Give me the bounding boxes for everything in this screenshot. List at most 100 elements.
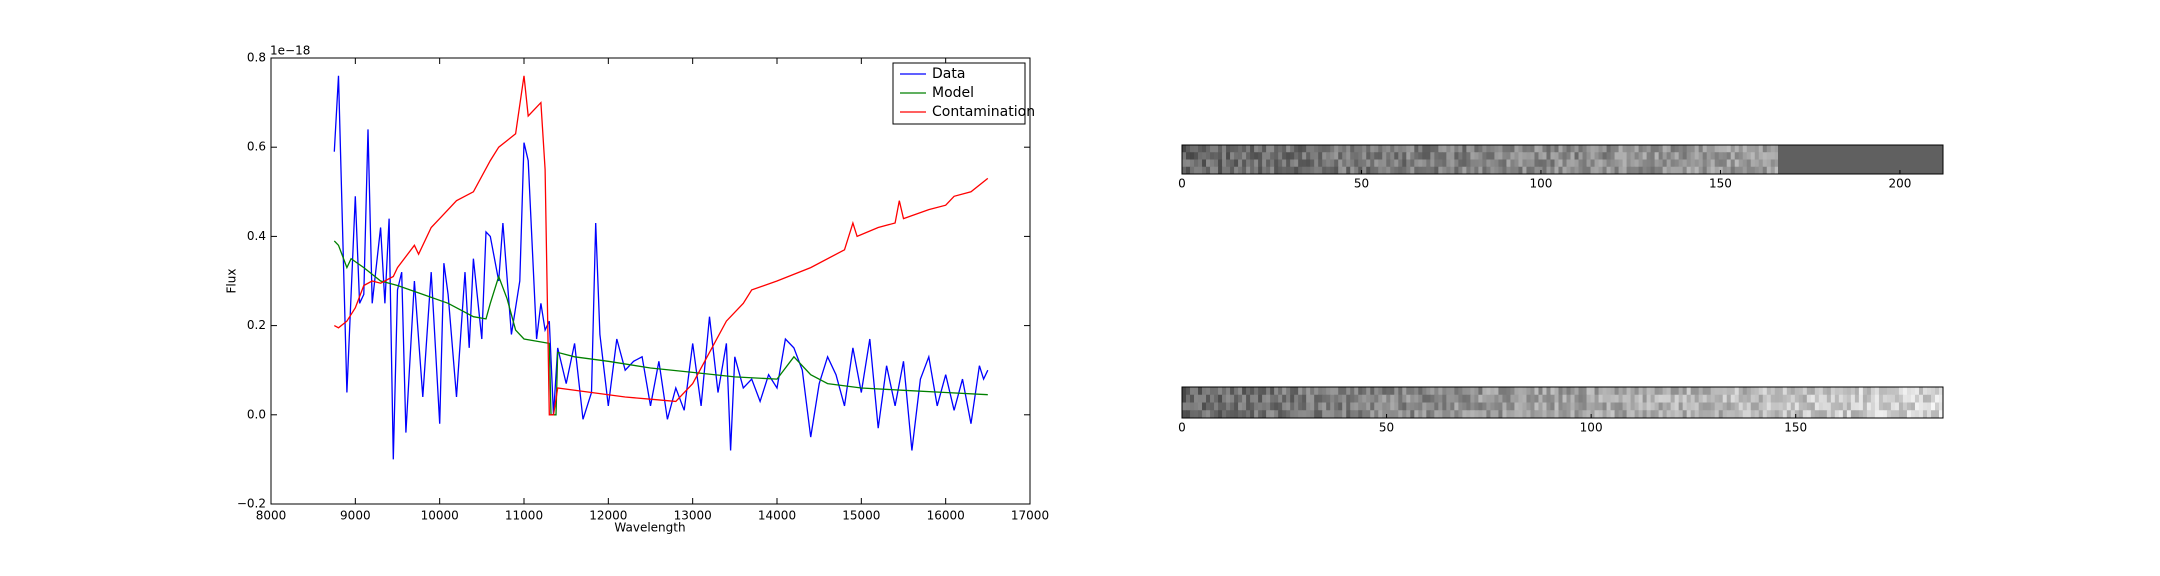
image-pixel (1530, 387, 1535, 396)
image-pixel (1586, 410, 1592, 419)
image-pixel (1270, 402, 1275, 411)
image-pixel (1338, 145, 1343, 153)
image-pixel (1786, 394, 1792, 403)
image-pixel (1834, 387, 1840, 396)
image-pixel (1254, 145, 1259, 153)
image-pixel (1274, 402, 1279, 411)
image-pixel (1594, 166, 1600, 175)
image-pixel (1650, 410, 1656, 419)
image-pixel (1694, 152, 1700, 160)
image-pixel (1202, 387, 1207, 396)
image-pixel (1550, 166, 1555, 175)
image-pixel (1698, 387, 1704, 396)
image-pixel (1510, 402, 1515, 411)
image-pixel (1790, 387, 1796, 396)
image-pixel (1238, 402, 1243, 411)
image-pixel (1190, 387, 1195, 396)
image-pixel (1746, 152, 1752, 160)
image-pixel (1754, 145, 1760, 153)
image-pixel (1770, 410, 1776, 419)
image-pixel (1738, 152, 1744, 160)
image-pixel (1722, 145, 1728, 153)
image-pixel (1402, 387, 1407, 396)
image-pixel (1182, 166, 1187, 175)
image-pixel (1590, 394, 1596, 403)
image-pixel (1422, 387, 1427, 396)
image-pixel (1342, 159, 1347, 168)
image-pixel (1518, 394, 1523, 403)
image-pixel (1330, 387, 1335, 396)
image-pixel (1706, 152, 1712, 160)
image-pixel (1682, 387, 1688, 396)
image-pixel (1438, 387, 1443, 396)
image-pixel (1302, 410, 1307, 419)
image-pixel (1382, 402, 1387, 411)
image-pixel (1758, 166, 1764, 175)
image-pixel (1474, 145, 1479, 153)
image-pixel (1458, 159, 1463, 168)
image-pixel (1766, 410, 1772, 419)
image-pixel (1346, 402, 1351, 411)
image-pixel (1666, 159, 1672, 168)
image-pixel (1294, 387, 1299, 396)
image-pixel (1354, 394, 1359, 403)
image-pixel (1422, 402, 1427, 411)
image-pixel (1658, 387, 1664, 396)
image-pixel (1554, 166, 1559, 175)
image-pixel (1234, 387, 1239, 396)
image-pixel (1470, 402, 1475, 411)
image-pixel (1502, 152, 1507, 160)
image-pixel (1674, 145, 1680, 153)
image-pixel (1286, 152, 1291, 160)
image-pixel (1678, 394, 1684, 403)
x-tick-label: 200 (1888, 177, 1911, 191)
image-pixel (1646, 152, 1652, 160)
image-pixel (1266, 145, 1271, 153)
image-pixel (1770, 166, 1776, 175)
image-pixel (1686, 159, 1692, 168)
image-pixel (1450, 159, 1455, 168)
image-pixel (1758, 145, 1764, 153)
image-pixel (1230, 387, 1235, 396)
image-pixel (1258, 394, 1263, 403)
image-pixel (1338, 410, 1343, 419)
offset-text: 1e−18 (270, 44, 310, 58)
image-pixel (1262, 166, 1267, 175)
image-pixel (1394, 394, 1399, 403)
image-pixel (1530, 394, 1535, 403)
image-pixel (1290, 159, 1295, 168)
image-pixel (1514, 394, 1519, 403)
image-pixel (1646, 410, 1652, 419)
image-pixel (1486, 387, 1491, 396)
image-pixel (1642, 394, 1648, 403)
image-pixel (1830, 387, 1836, 396)
image-pixel (1698, 394, 1704, 403)
image-pixel (1686, 394, 1692, 403)
image-pixel (1358, 387, 1363, 396)
image-pixel (1538, 387, 1543, 396)
image-pixel (1622, 166, 1628, 175)
image-pixel (1938, 394, 1944, 403)
image-pixel (1614, 159, 1620, 168)
image-pixel (1482, 145, 1487, 153)
image-pixel (1866, 387, 1872, 396)
image-pixel (1638, 387, 1644, 396)
series-line (333, 75, 989, 460)
image-pixel (1678, 410, 1684, 419)
image-strip (1182, 387, 1944, 419)
image-pixel (1842, 394, 1848, 403)
image-pixel (1638, 152, 1644, 160)
image-pixel (1370, 394, 1375, 403)
image-pixel (1206, 402, 1211, 411)
image-pixel (1822, 402, 1828, 411)
image-pixel (1438, 166, 1443, 175)
image-pixel (1342, 166, 1347, 175)
image-pixel (1658, 394, 1664, 403)
image-pixel (1542, 152, 1547, 160)
image-pixel (1390, 166, 1395, 175)
image-pixel (1410, 394, 1415, 403)
image-pixel (1742, 166, 1748, 175)
x-tick-label: 150 (1709, 177, 1732, 191)
image-pixel (1798, 387, 1804, 396)
image-pixel (1678, 387, 1684, 396)
